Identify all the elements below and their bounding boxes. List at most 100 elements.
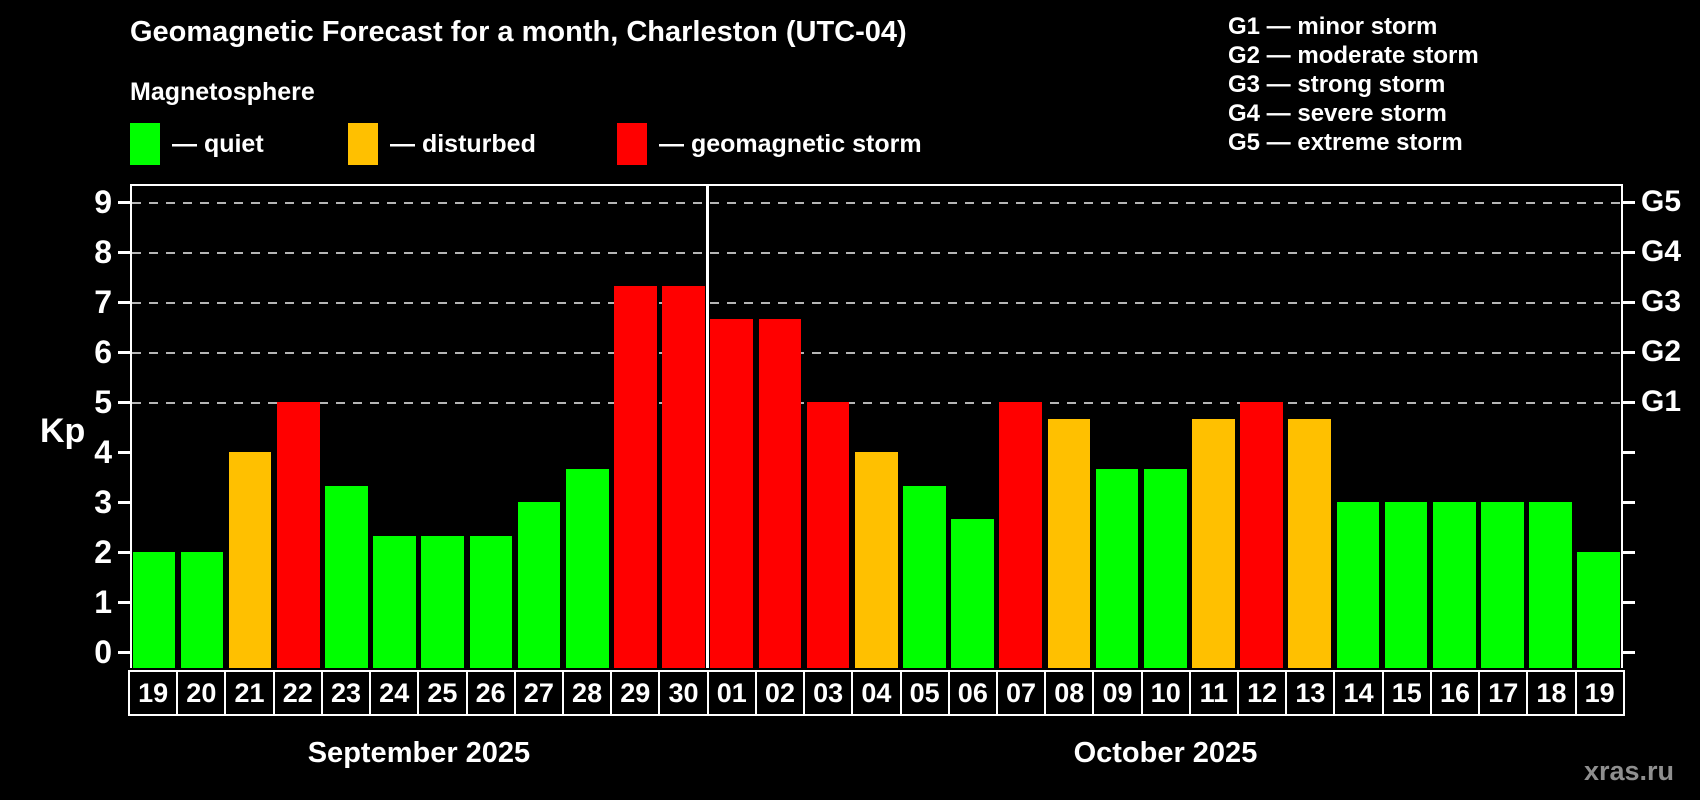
date-cell-19: 19	[1574, 670, 1625, 716]
storm-scale-line: G2 — moderate storm	[1228, 42, 1479, 69]
storm-scale-line: G5 — extreme storm	[1228, 129, 1463, 156]
plot-area	[130, 184, 1623, 668]
kp-bar-06	[951, 518, 994, 668]
kp-bar-02	[758, 318, 802, 668]
date-cell-09: 09	[1092, 670, 1143, 716]
gridline-kp7	[132, 302, 1621, 304]
kp-bar-16	[1432, 502, 1476, 668]
right-tick-1	[1623, 601, 1635, 604]
y-tick-label-6: 6	[94, 334, 112, 370]
kp-bar-03	[806, 402, 850, 668]
date-cell-03: 03	[803, 670, 854, 716]
y-tick-0	[118, 651, 130, 654]
kp-bar-10	[1143, 468, 1187, 668]
kp-bar-01	[710, 318, 754, 668]
kp-bar-05	[903, 485, 946, 668]
kp-bar-12	[1240, 402, 1283, 668]
date-cell-17: 17	[1478, 670, 1529, 716]
legend-label-storm: — geomagnetic storm	[659, 129, 922, 158]
right-tick-9	[1623, 201, 1635, 204]
x-axis-date-row: 19 20 21 22 23 24 25 26 27 28 29 30 01 02 03 04 05 06 07 08…	[128, 670, 1625, 716]
date-cell-14: 14	[1333, 670, 1384, 716]
kp-bar-08	[1047, 418, 1091, 668]
date-cell-06: 06	[947, 670, 998, 716]
date-cell-28: 28	[561, 670, 613, 716]
gridline-kp6	[132, 352, 1621, 354]
legend-item-quiet: — quiet	[130, 122, 264, 166]
storm-scale-line: G1 — minor storm	[1228, 13, 1438, 40]
kp-bar-30	[662, 285, 705, 668]
y-tick-label-7: 7	[94, 284, 112, 320]
date-cell-30: 30	[658, 670, 709, 716]
right-tick-0	[1623, 651, 1635, 654]
date-cell-02: 02	[754, 670, 806, 716]
y-tick-6	[118, 351, 130, 354]
y-tick-label-5: 5	[94, 384, 112, 420]
y-tick-label-8: 8	[94, 234, 112, 270]
y-tick-label-2: 2	[94, 534, 112, 570]
y-tick-label-9: 9	[94, 184, 112, 220]
date-cell-21: 21	[224, 670, 275, 716]
date-cell-26: 26	[465, 670, 516, 716]
storm-color-swatch	[617, 123, 647, 165]
date-cell-25: 25	[417, 670, 468, 716]
gridline-kp5	[132, 402, 1621, 404]
kp-bar-26	[469, 535, 513, 668]
y-tick-7	[118, 301, 130, 304]
y-tick-label-1: 1	[94, 584, 112, 620]
quiet-color-swatch	[130, 123, 160, 165]
date-cell-01: 01	[706, 670, 757, 716]
date-cell-13: 13	[1285, 670, 1336, 716]
right-tick-6	[1623, 351, 1635, 354]
date-cell-07: 07	[995, 670, 1047, 716]
month-label: October 2025	[1073, 737, 1258, 769]
y-tick-5	[118, 401, 130, 404]
right-tick-8	[1623, 251, 1635, 254]
legend-item-storm: — geomagnetic storm	[617, 122, 922, 166]
date-cell-20: 20	[176, 670, 227, 716]
kp-bar-11	[1192, 418, 1235, 668]
legend-item-disturbed: — disturbed	[348, 122, 536, 166]
kp-bar-13	[1288, 418, 1332, 668]
y-tick-9	[118, 201, 130, 204]
y-tick-4	[118, 451, 130, 454]
storm-scale-line: G3 — strong storm	[1228, 71, 1446, 98]
kp-bar-09	[1095, 468, 1139, 668]
date-cell-19: 19	[128, 670, 179, 716]
kp-bar-18	[1529, 502, 1572, 668]
legend-label-disturbed: — disturbed	[390, 129, 536, 158]
date-cell-11: 11	[1188, 670, 1240, 716]
kp-bar-19	[1577, 552, 1620, 668]
kp-bar-25	[421, 535, 465, 668]
date-cell-18: 18	[1526, 670, 1577, 716]
y-tick-label-0: 0	[94, 634, 112, 670]
kp-bar-21	[228, 452, 272, 668]
disturbed-color-swatch	[348, 123, 378, 165]
kp-bar-15	[1384, 502, 1428, 668]
storm-scale-legend: G1 — minor storm G2 — moderate storm G3 — …	[1228, 12, 1479, 157]
date-cell-16: 16	[1429, 670, 1481, 716]
date-cell-15: 15	[1381, 670, 1432, 716]
date-cell-24: 24	[369, 670, 420, 716]
date-cell-08: 08	[1044, 670, 1095, 716]
gridline-kp9	[132, 202, 1621, 204]
kp-bar-14	[1336, 502, 1380, 668]
kp-bar-19	[132, 552, 176, 668]
date-cell-22: 22	[272, 670, 323, 716]
date-cell-29: 29	[610, 670, 661, 716]
storm-scale-line: G4 — severe storm	[1228, 100, 1447, 127]
date-cell-05: 05	[899, 670, 950, 716]
right-axis-label-G2: G2	[1641, 335, 1682, 368]
date-cell-10: 10	[1140, 670, 1191, 716]
kp-bar-17	[1481, 502, 1524, 668]
date-cell-04: 04	[851, 670, 902, 716]
kp-bar-07	[999, 402, 1043, 668]
right-tick-5	[1623, 401, 1635, 404]
right-axis-label-G5: G5	[1641, 185, 1682, 218]
month-label: September 2025	[307, 737, 531, 769]
y-tick-label-3: 3	[94, 484, 112, 520]
kp-bar-20	[180, 552, 224, 668]
kp-bar-23	[325, 485, 368, 668]
kp-bar-27	[517, 502, 561, 668]
watermark: xras.ru	[1583, 756, 1674, 786]
